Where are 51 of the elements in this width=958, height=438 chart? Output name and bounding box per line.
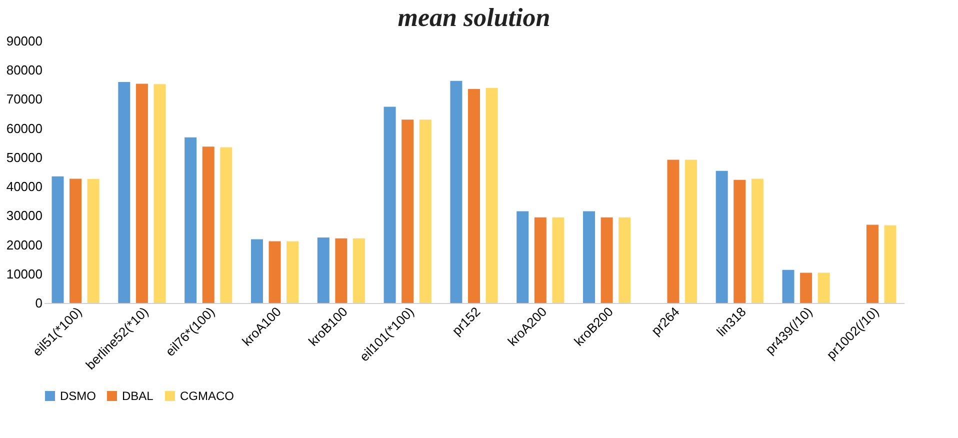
bar bbox=[202, 146, 214, 303]
legend-label: DSMO bbox=[60, 389, 96, 403]
y-tick-label: 60000 bbox=[6, 120, 42, 136]
bar bbox=[402, 120, 414, 303]
bar bbox=[154, 84, 166, 303]
bar bbox=[136, 84, 148, 303]
y-tick-label: 70000 bbox=[6, 92, 42, 107]
y-tick-label: 90000 bbox=[6, 34, 42, 48]
bar bbox=[184, 137, 197, 303]
y-tick-label: 80000 bbox=[6, 62, 42, 78]
bar bbox=[751, 178, 764, 303]
bar bbox=[818, 272, 830, 303]
bar bbox=[419, 120, 432, 303]
bar bbox=[87, 178, 100, 303]
bar bbox=[286, 241, 299, 303]
bar bbox=[317, 238, 330, 303]
bar bbox=[734, 180, 746, 303]
chart-title: mean solution bbox=[398, 3, 550, 32]
bar bbox=[450, 80, 462, 303]
bar bbox=[618, 217, 631, 303]
y-tick-label: 40000 bbox=[6, 179, 42, 194]
bar bbox=[268, 241, 281, 303]
bar bbox=[516, 211, 529, 303]
bar bbox=[352, 238, 365, 303]
bar bbox=[667, 160, 680, 303]
bar bbox=[468, 89, 480, 303]
bar bbox=[52, 176, 64, 303]
bar bbox=[782, 270, 794, 303]
y-tick-label: 10000 bbox=[6, 266, 42, 282]
bar bbox=[716, 170, 728, 303]
bar bbox=[600, 217, 613, 303]
bar bbox=[534, 217, 546, 303]
bar bbox=[552, 217, 564, 303]
y-tick-label: 50000 bbox=[6, 150, 42, 165]
bar bbox=[583, 211, 596, 303]
bar bbox=[335, 238, 348, 303]
bar bbox=[486, 88, 498, 303]
bar bbox=[384, 106, 396, 303]
bar bbox=[685, 160, 698, 303]
y-tick-label: 30000 bbox=[6, 208, 42, 224]
bar bbox=[884, 225, 896, 303]
bar bbox=[118, 82, 130, 303]
bar bbox=[800, 272, 812, 303]
y-tick-label: 0 bbox=[35, 296, 42, 310]
legend-label: CGMACO bbox=[180, 389, 234, 403]
bar bbox=[866, 224, 878, 303]
bar bbox=[220, 147, 232, 303]
legend-label: DBAL bbox=[122, 389, 154, 403]
bar bbox=[250, 239, 263, 303]
bar bbox=[70, 178, 82, 303]
y-tick-label: 20000 bbox=[6, 237, 42, 252]
